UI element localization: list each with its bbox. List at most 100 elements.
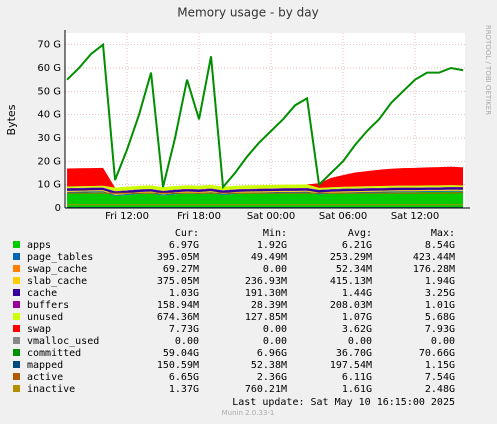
legend-stat: 59.04G xyxy=(163,348,199,359)
y-tick-label: 70 G xyxy=(37,40,61,51)
legend-stat: 0.00 xyxy=(263,264,287,275)
legend-stat: 150.59M xyxy=(157,360,199,371)
legend-label: buffers xyxy=(27,300,69,311)
legend-stat: 1.61G xyxy=(342,384,372,395)
legend-label: swap_cache xyxy=(27,264,87,275)
legend-stat: 6.21G xyxy=(342,240,372,251)
legend-stat: 1.44G xyxy=(342,288,372,299)
legend-stat: 208.03M xyxy=(330,300,372,311)
legend-stat: 0.00 xyxy=(263,324,287,335)
legend-swatch xyxy=(13,265,20,272)
legend-label: slab_cache xyxy=(27,276,87,287)
legend-swatch xyxy=(13,277,20,284)
area xyxy=(67,184,464,192)
legend-swatch xyxy=(13,349,20,356)
legend: Cur: Min: Avg: Max: apps 6.97G 1.92G 6.21G 8.54G… xyxy=(13,228,455,395)
area xyxy=(67,186,464,192)
y-tick-label: 10 G xyxy=(37,180,61,191)
side-note: RRDTOOL / TOBI OETIKER xyxy=(484,25,492,115)
x-tick-label: Sat 06:00 xyxy=(319,211,367,222)
legend-stat: 1.37G xyxy=(169,384,199,395)
legend-stat: 3.62G xyxy=(342,324,372,335)
legend-stat: 0.00 xyxy=(175,336,199,347)
legend-stat: 0.00 xyxy=(263,336,287,347)
legend-label: apps xyxy=(27,240,51,251)
legend-swatch xyxy=(13,313,20,320)
legend-stat: 52.38M xyxy=(251,360,287,371)
legend-stat: 176.28M xyxy=(413,264,455,275)
y-tick-label: 20 G xyxy=(37,156,61,167)
y-tick-label: 30 G xyxy=(37,133,61,144)
legend-stat: 197.54M xyxy=(330,360,372,371)
legend-label: inactive xyxy=(27,384,75,395)
legend-stat: 1.15G xyxy=(425,360,455,371)
legend-stat: 2.36G xyxy=(257,372,287,383)
legend-label: active xyxy=(27,372,63,383)
legend-header: Cur: xyxy=(175,228,199,239)
area xyxy=(67,191,464,208)
legend-stat: 760.21M xyxy=(245,384,287,395)
y-tick-label: 50 G xyxy=(37,86,61,97)
legend-stat: 127.85M xyxy=(245,312,287,323)
legend-stat: 423.44M xyxy=(413,252,455,263)
legend-stat: 8.54G xyxy=(425,240,455,251)
legend-stat: 253.29M xyxy=(330,252,372,263)
legend-swatch xyxy=(13,253,20,260)
legend-label: page_tables xyxy=(27,252,93,263)
legend-stat: 158.94M xyxy=(157,300,199,311)
y-axis-label: Bytes xyxy=(5,104,18,135)
line xyxy=(67,191,464,194)
x-tick-label: Fri 12:00 xyxy=(105,211,149,222)
legend-label: vmalloc_used xyxy=(27,336,99,347)
footer: Munin 2.0.33-1 xyxy=(222,409,275,417)
legend-stat: 375.05M xyxy=(157,276,199,287)
legend-stat: 236.93M xyxy=(245,276,287,287)
legend-stat: 7.73G xyxy=(169,324,199,335)
y-tick-label: 40 G xyxy=(37,110,61,121)
chart-title: Memory usage - by day xyxy=(177,6,318,20)
line xyxy=(66,42,464,190)
legend-stat: 395.05M xyxy=(157,252,199,263)
legend-stat: 1.94G xyxy=(425,276,455,287)
legend-label: unused xyxy=(27,312,63,323)
legend-swatch xyxy=(13,361,20,368)
legend-stat: 415.13M xyxy=(330,276,372,287)
legend-stat: 1.92G xyxy=(257,240,287,251)
legend-stat: 70.66G xyxy=(419,348,455,359)
legend-stat: 0.00 xyxy=(431,336,455,347)
x-tick-label: Sat 12:00 xyxy=(391,211,439,222)
x-tick-label: Sat 00:00 xyxy=(247,211,295,222)
legend-swatch xyxy=(13,337,20,344)
legend-swatch xyxy=(13,301,20,308)
area xyxy=(67,190,464,196)
legend-stat: 6.97G xyxy=(169,240,199,251)
legend-stat: 3.25G xyxy=(425,288,455,299)
legend-stat: 6.11G xyxy=(342,372,372,383)
last-update: Last update: Sat May 10 16:15:00 2025 xyxy=(232,397,455,408)
legend-stat: 69.27M xyxy=(163,264,199,275)
x-tick-label: Fri 18:00 xyxy=(177,211,221,222)
legend-label: committed xyxy=(27,348,81,359)
legend-stat: 28.39M xyxy=(251,300,287,311)
area xyxy=(67,166,464,188)
legend-stat: 36.70G xyxy=(336,348,372,359)
legend-stat: 1.07G xyxy=(342,312,372,323)
legend-stat: 6.65G xyxy=(169,372,199,383)
legend-stat: 0.00 xyxy=(348,336,372,347)
legend-stat: 1.03G xyxy=(169,288,199,299)
legend-stat: 191.30M xyxy=(245,288,287,299)
legend-swatch xyxy=(13,373,20,380)
y-tick-label: 60 G xyxy=(37,63,61,74)
legend-label: mapped xyxy=(27,360,63,371)
legend-swatch xyxy=(13,325,20,332)
legend-stat: 2.48G xyxy=(425,384,455,395)
area xyxy=(67,187,464,194)
legend-stat: 7.54G xyxy=(425,372,455,383)
legend-stat: 7.93G xyxy=(425,324,455,335)
legend-header: Avg: xyxy=(348,228,372,239)
legend-header: Min: xyxy=(263,228,287,239)
legend-swatch xyxy=(13,289,20,296)
legend-swatch xyxy=(13,241,20,248)
